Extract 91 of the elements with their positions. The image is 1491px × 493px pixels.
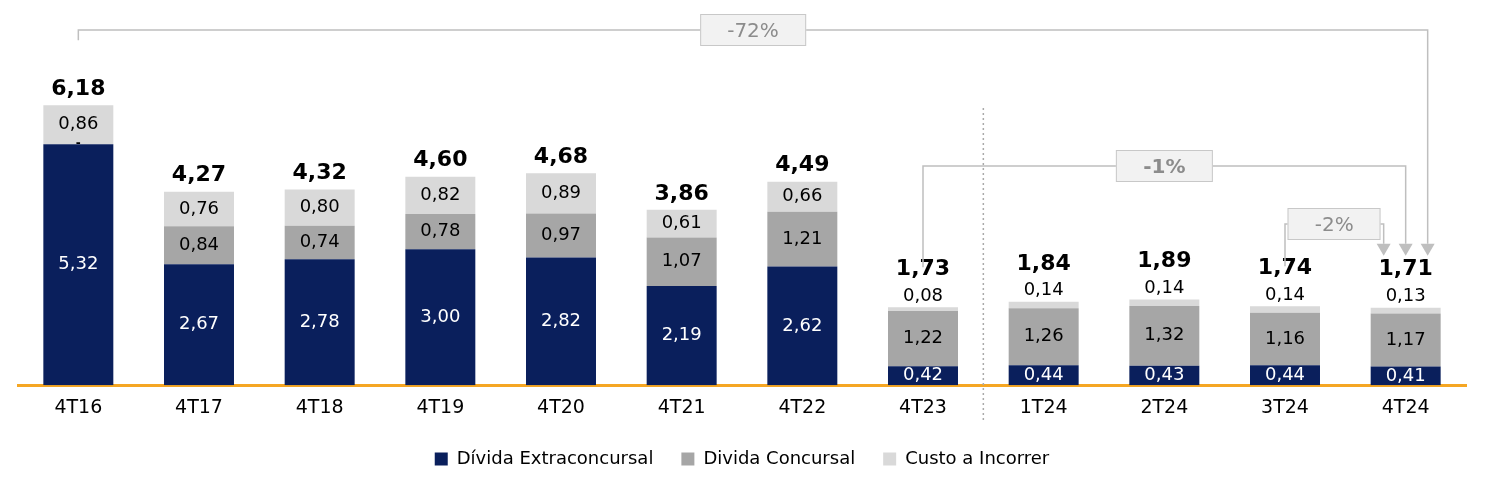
data-label: 2,19 (661, 323, 702, 345)
x-tick-label: 4T22 (778, 394, 827, 417)
data-label: 1,22 (902, 326, 944, 348)
data-label: 0,78 (420, 219, 461, 241)
data-label: 0,44 (1264, 362, 1306, 384)
legend-label: Divida Concursal (703, 446, 856, 468)
bar (1129, 305, 1200, 366)
total-label: 1,84 (1016, 249, 1071, 275)
x-tick-label: 4T23 (899, 394, 947, 417)
data-label: 0,43 (1144, 363, 1185, 385)
data-label: 1,17 (1385, 327, 1426, 349)
x-tick-label: 4T21 (657, 394, 706, 417)
bar (646, 237, 717, 286)
bar (1008, 308, 1079, 366)
text: -72% (700, 14, 806, 46)
bar (888, 310, 958, 367)
total-label: 4,60 (413, 146, 468, 172)
data-label: 0,14 (1023, 278, 1064, 300)
data-label: 0,61 (661, 211, 702, 233)
data-label: 1,21 (782, 226, 823, 248)
data-label: 0,84 (178, 232, 220, 254)
x-tick-label: 4T19 (416, 394, 465, 417)
bar (1129, 299, 1200, 306)
bar (1250, 306, 1320, 313)
bar (1250, 312, 1320, 366)
data-label: 0,97 (540, 223, 582, 245)
total-label: 4,68 (533, 142, 589, 168)
bar (888, 307, 958, 311)
x-tick-label: 4T17 (175, 394, 223, 417)
data-label: 0,08 (902, 283, 944, 305)
data-label: 0,42 (902, 363, 944, 385)
data-label: 0,13 (1385, 284, 1426, 306)
total-label: 1,71 (1378, 255, 1433, 281)
bar (1370, 307, 1441, 314)
bar (646, 285, 717, 386)
data-label: 0,89 (540, 180, 582, 202)
total-label: 4,49 (775, 151, 830, 177)
data-label: - (75, 136, 81, 151)
bar (405, 176, 476, 214)
total-label: 6,18 (51, 74, 106, 100)
x-tick-label: 4T24 (1381, 394, 1430, 417)
total-label: 1,74 (1257, 254, 1313, 280)
bar (43, 144, 114, 386)
x-tick-label: 4T16 (54, 394, 103, 417)
bar (767, 266, 838, 386)
data-label: 0,44 (1023, 362, 1064, 384)
data-label: 2,78 (299, 309, 340, 331)
annotation: -2% (1287, 208, 1381, 240)
data-label: 0,86 (58, 112, 99, 134)
bar (284, 225, 355, 260)
data-label: 5,32 (58, 252, 99, 274)
bar (1370, 313, 1441, 367)
annotation: -1% (1116, 150, 1213, 182)
bar (43, 105, 114, 145)
bar (284, 259, 355, 386)
data-label: 0,66 (782, 184, 823, 206)
bar (164, 226, 234, 265)
legend-label: Dívida Extraconcursal (456, 446, 654, 468)
total-label: 4,32 (292, 159, 347, 185)
data-label: 0,74 (299, 230, 340, 252)
total-label: 1,89 (1137, 247, 1192, 273)
data-label: 0,82 (420, 183, 461, 205)
data-label: 0,14 (1264, 283, 1306, 305)
x-tick-label: 2T24 (1140, 394, 1189, 417)
data-label: 2,67 (178, 312, 220, 334)
bar (767, 211, 838, 267)
bar (526, 257, 596, 386)
x-tick-label: 3T24 (1261, 394, 1309, 417)
x-tick-label: 4T18 (295, 394, 344, 417)
data-label: 0,80 (299, 195, 340, 217)
total-label: 3,86 (654, 179, 709, 205)
data-label: 1,32 (1144, 323, 1185, 345)
data-label: 0,41 (1385, 363, 1426, 385)
bar (164, 264, 234, 386)
data-label: 1,26 (1023, 324, 1064, 346)
total-label: 1,73 (895, 254, 951, 280)
bar (284, 189, 355, 226)
data-label: 1,07 (661, 249, 702, 271)
total-label: 4,27 (171, 161, 227, 187)
data-label: 0,76 (178, 196, 220, 218)
data-label: 1,16 (1264, 326, 1306, 348)
data-label: 0,14 (1144, 276, 1185, 298)
data-label: 2,82 (540, 308, 582, 330)
bar (526, 213, 596, 258)
data-label: 3,00 (420, 304, 461, 326)
data-label: 2,62 (782, 313, 823, 335)
x-tick-label: 4T20 (537, 394, 585, 417)
bar (405, 249, 476, 386)
legend-label: Custo a Incorrer (905, 446, 1050, 468)
bar (1008, 301, 1079, 309)
x-tick-label: 1T24 (1019, 394, 1068, 417)
